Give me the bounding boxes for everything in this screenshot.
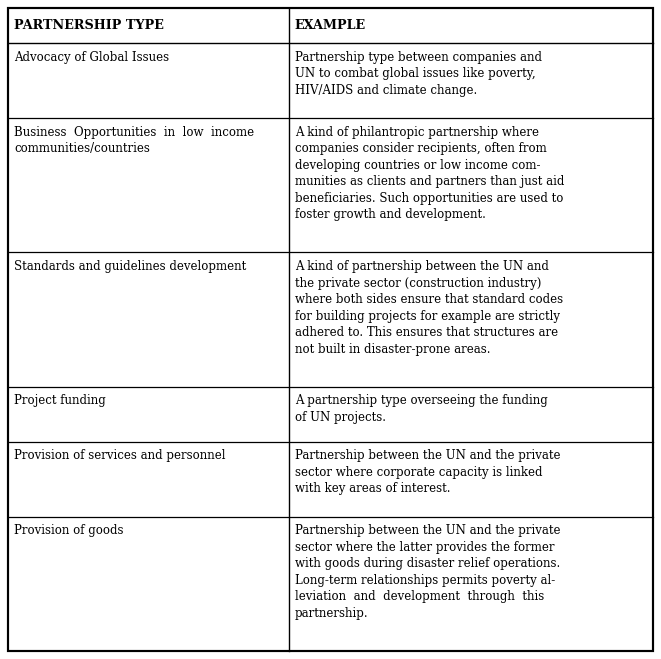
Text: A partnership type overseeing the funding
of UN projects.: A partnership type overseeing the fundin… — [295, 395, 547, 424]
Text: EXAMPLE: EXAMPLE — [295, 19, 366, 32]
Text: PARTNERSHIP TYPE: PARTNERSHIP TYPE — [14, 19, 164, 32]
Text: Provision of goods: Provision of goods — [14, 525, 124, 537]
Text: Partnership between the UN and the private
sector where the latter provides the : Partnership between the UN and the priva… — [295, 525, 560, 620]
Text: Provision of services and personnel: Provision of services and personnel — [14, 449, 225, 463]
Text: A kind of philantropic partnership where
companies consider recipients, often fr: A kind of philantropic partnership where… — [295, 126, 564, 221]
Text: Advocacy of Global Issues: Advocacy of Global Issues — [14, 51, 169, 64]
Text: Business  Opportunities  in  low  income
communities/countries: Business Opportunities in low income com… — [14, 126, 254, 155]
Text: A kind of partnership between the UN and
the private sector (construction indust: A kind of partnership between the UN and… — [295, 260, 563, 356]
Text: Project funding: Project funding — [14, 395, 106, 407]
Text: Partnership between the UN and the private
sector where corporate capacity is li: Partnership between the UN and the priva… — [295, 449, 560, 496]
Text: Standards and guidelines development: Standards and guidelines development — [14, 260, 247, 273]
Text: Partnership type between companies and
UN to combat global issues like poverty,
: Partnership type between companies and U… — [295, 51, 541, 97]
